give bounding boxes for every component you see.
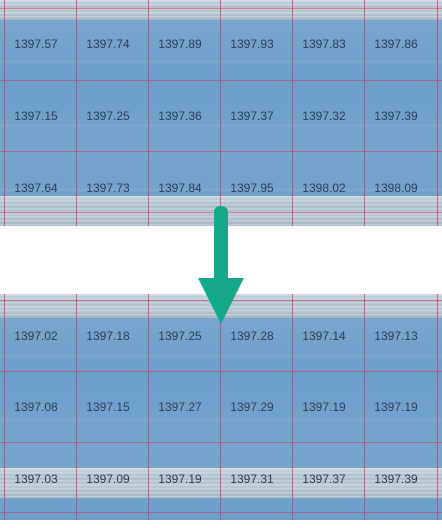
grid-line bbox=[292, 0, 293, 226]
grid-line bbox=[0, 8, 442, 9]
elevation-cell: 1397.93 bbox=[230, 37, 274, 51]
elevation-cell: 1397.25 bbox=[158, 328, 202, 343]
elevation-cell: 1397.86 bbox=[374, 37, 418, 51]
elevation-cell: 1397.37 bbox=[302, 472, 346, 486]
elevation-cell: 1397.31 bbox=[230, 472, 274, 486]
elevation-cell: 1397.83 bbox=[302, 37, 346, 51]
elevation-cell: 1397.28 bbox=[230, 328, 274, 343]
elevation-cell: 1397.14 bbox=[302, 328, 346, 343]
grid-line bbox=[4, 294, 5, 520]
grid-line bbox=[4, 0, 5, 226]
grid-line bbox=[437, 294, 438, 520]
elevation-cell: 1397.89 bbox=[158, 37, 202, 51]
grid-line bbox=[0, 371, 442, 372]
grid-line bbox=[220, 294, 221, 520]
elevation-cell: 1397.27 bbox=[158, 400, 202, 414]
elevation-cell: 1397.08 bbox=[14, 400, 58, 414]
grid-line bbox=[148, 0, 149, 226]
grid-line bbox=[0, 80, 442, 81]
elevation-grid: 1397.57 1397.74 1397.89 1397.93 1397.83 … bbox=[0, 8, 442, 224]
elevation-cell: 1397.39 bbox=[374, 472, 418, 486]
grid-line bbox=[76, 294, 77, 520]
grid-line bbox=[0, 442, 442, 443]
elevation-cell: 1397.37 bbox=[230, 109, 274, 123]
bottom-terrain-band bbox=[0, 468, 442, 498]
elevation-cell: 1397.74 bbox=[86, 37, 130, 51]
top-terrain-band bbox=[0, 0, 442, 20]
elevation-cell: 1397.64 bbox=[14, 181, 58, 195]
elevation-cell: 1397.32 bbox=[302, 109, 346, 123]
arrow-down-icon bbox=[198, 206, 244, 324]
elevation-cell: 1397.39 bbox=[374, 109, 418, 123]
elevation-grid: 1397.02 1397.18 1397.25 1397.28 1397.14 … bbox=[0, 300, 442, 515]
grid-line bbox=[0, 151, 442, 152]
elevation-cell: 1397.02 bbox=[14, 328, 58, 343]
elevation-cell: 1397.36 bbox=[158, 109, 202, 123]
elevation-cell: 1397.13 bbox=[374, 328, 418, 343]
grid-line bbox=[292, 294, 293, 520]
elevation-cell: 1397.73 bbox=[86, 181, 130, 195]
grid-line bbox=[437, 0, 438, 226]
elevation-cell: 1397.19 bbox=[374, 400, 418, 414]
elevation-cell: 1397.84 bbox=[158, 181, 202, 195]
elevation-cell: 1397.03 bbox=[14, 472, 58, 486]
elevation-cell: 1398.02 bbox=[302, 181, 346, 195]
grid-line bbox=[364, 294, 365, 520]
elevation-cell: 1397.95 bbox=[230, 181, 274, 195]
elevation-cell: 1397.25 bbox=[86, 109, 130, 123]
elevation-cell: 1397.19 bbox=[158, 472, 202, 486]
elevation-cell: 1397.09 bbox=[86, 472, 130, 486]
elevation-cell: 1397.19 bbox=[302, 400, 346, 414]
grid-line bbox=[76, 0, 77, 226]
bottom-elevation-panel: 1397.02 1397.18 1397.25 1397.28 1397.14 … bbox=[0, 294, 442, 520]
elevation-cell: 1398.09 bbox=[374, 181, 418, 195]
elevation-cell: 1397.15 bbox=[14, 109, 58, 123]
grid-line bbox=[364, 0, 365, 226]
grid-line bbox=[148, 294, 149, 520]
elevation-cell: 1397.18 bbox=[86, 328, 130, 343]
grid-line bbox=[0, 512, 442, 513]
elevation-cell: 1397.57 bbox=[14, 37, 58, 51]
elevation-cell: 1397.15 bbox=[86, 400, 130, 414]
grid-line bbox=[220, 0, 221, 226]
elevation-cell: 1397.29 bbox=[230, 400, 274, 414]
top-elevation-panel: 1397.57 1397.74 1397.89 1397.93 1397.83 … bbox=[0, 0, 442, 226]
